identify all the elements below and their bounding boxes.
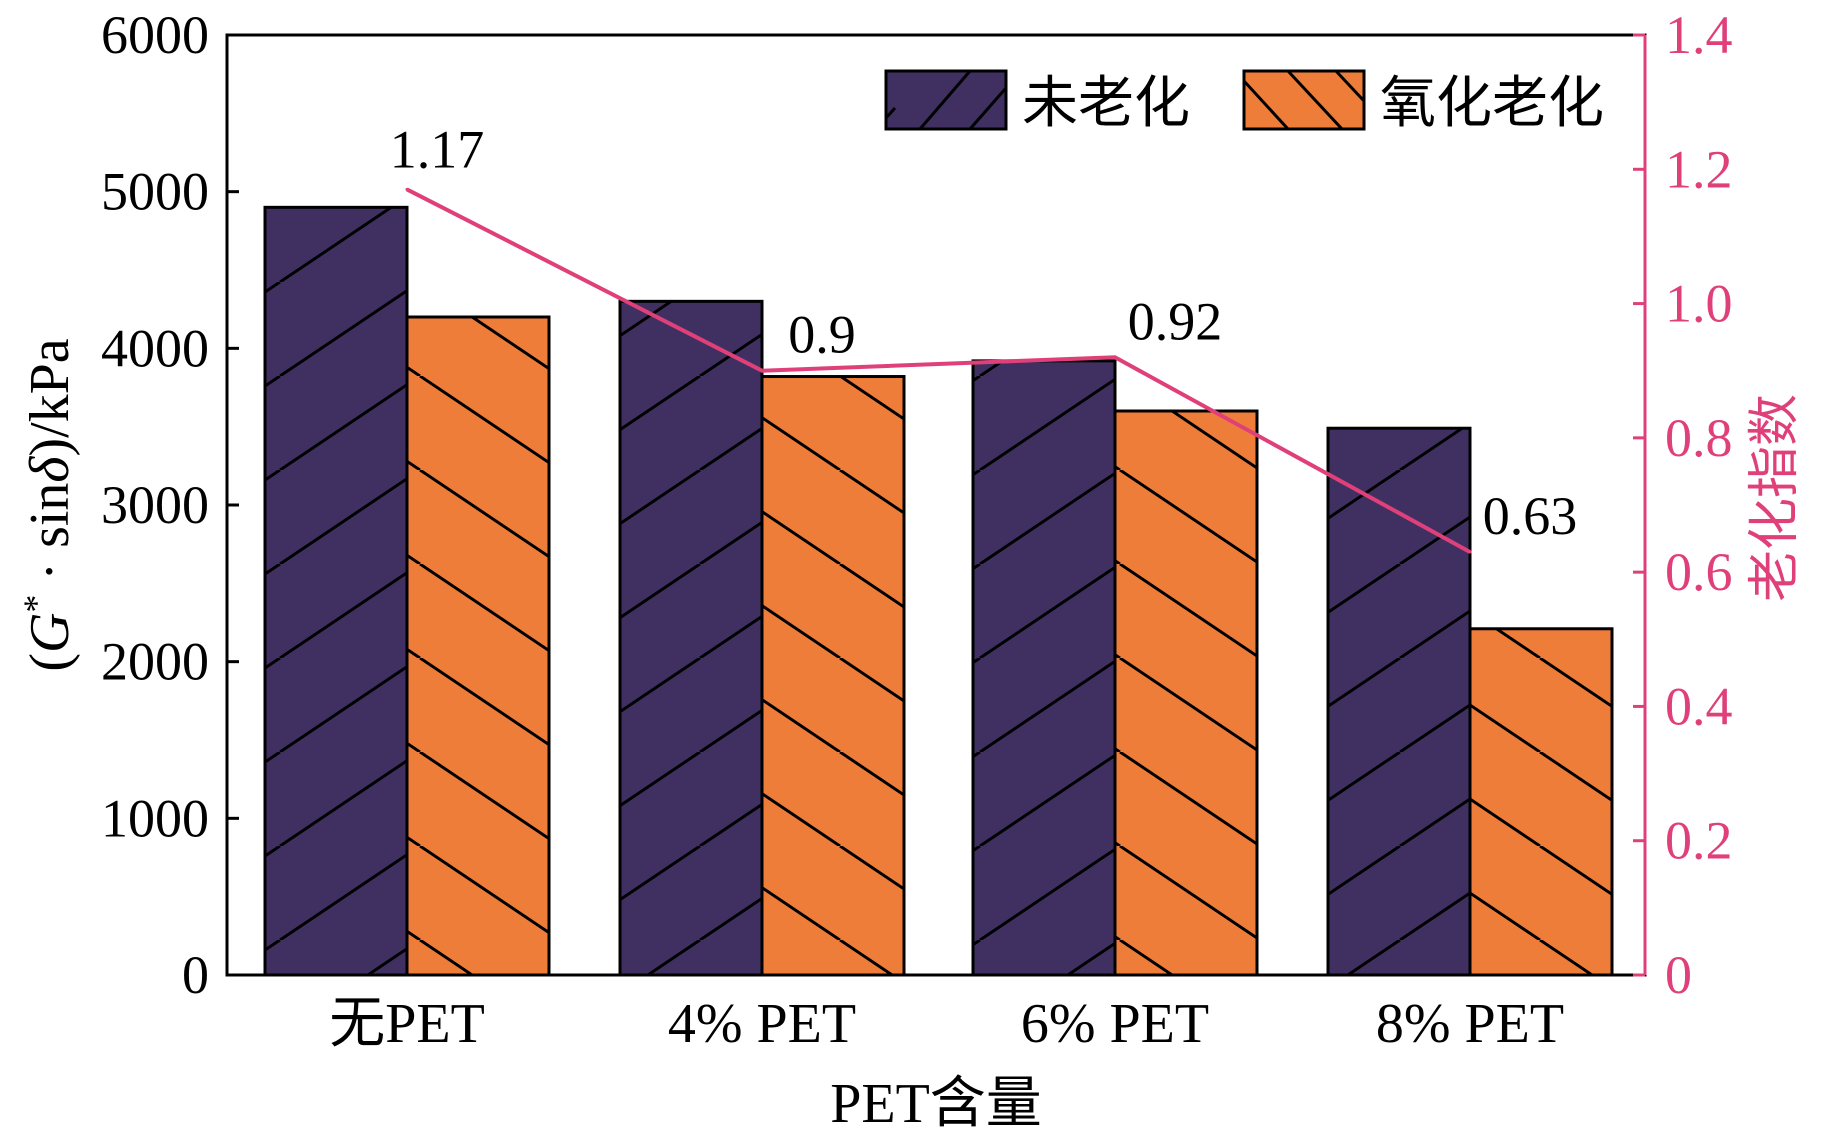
aging-index-label: 0.92 [1128,291,1223,351]
aging-index-label: 0.63 [1483,486,1578,546]
y-tick-label: 6000 [101,5,209,65]
bar-hatch-unaged-0 [265,207,407,976]
y-tick-label: 5000 [101,162,209,222]
secondary-y-tick-label: 1.0 [1665,274,1733,334]
x-tick-label: 8% PET [1376,993,1564,1055]
secondary-y-tick-label: 1.4 [1665,5,1733,65]
y-tick-label: 4000 [101,318,209,378]
x-tick-label: 6% PET [1021,993,1209,1055]
secondary-y-tick-label: 0.8 [1665,408,1733,468]
x-tick-label: 无PET [329,993,485,1055]
y-tick-label: 0 [182,945,209,1005]
bar-hatch-oxidized-3 [1470,628,1612,975]
x-axis-title: PET含量 [830,1073,1042,1131]
secondary-y-axis-title: 老化指数 [1747,394,1804,602]
aging-index-label: 0.9 [788,305,856,365]
y-tick-label: 2000 [101,632,209,692]
legend-label-unaged: 未老化 [1022,73,1190,135]
bar-hatch-oxidized-1 [762,376,904,975]
aging-index-point [760,369,764,373]
legend-swatch-unaged-hatch [884,70,1008,130]
bar-hatch-unaged-1 [620,301,762,975]
hatch-layer [265,207,1612,976]
legend-label-oxidized: 氧化老化 [1380,73,1604,135]
secondary-y-tick-label: 0.2 [1665,811,1733,871]
y-tick-label: 3000 [101,475,209,535]
secondary-y-tick-label: 1.2 [1665,139,1733,199]
secondary-y-tick-label: 0 [1665,945,1692,1005]
aging-index-point [1113,355,1117,359]
legend: 未老化 氧化老化 [884,69,1604,135]
aging-index-point [405,187,409,191]
y-tick-label: 1000 [101,788,209,848]
x-tick-label: 4% PET [668,993,856,1055]
secondary-y-tick-label: 0.6 [1665,542,1733,602]
legend-swatch-oxidized-hatch [1242,69,1366,131]
bar-hatch-unaged-2 [973,360,1115,975]
bar-hatch-oxidized-2 [1115,411,1257,975]
secondary-y-tick-label: 0.4 [1665,676,1733,736]
left-axis: 0 1000 2000 3000 4000 5000 6000 [101,5,239,1005]
bar-hatch-unaged-3 [1328,428,1470,975]
y-axis-title: (G* · sinδ)/kPa [16,338,81,671]
bar-hatch-oxidized-0 [407,317,549,975]
aging-index-label: 1.17 [390,119,485,179]
aging-index-layer: 1.17 0.9 0.92 0.63 [390,119,1578,554]
x-axis: 无PET 4% PET 6% PET 8% PET [329,993,1564,1055]
aging-index-line [406,187,1471,554]
aging-index-point [1468,550,1472,554]
right-axis: 0 0.2 0.4 0.6 0.8 1.0 1.2 1.4 [1633,5,1733,1005]
